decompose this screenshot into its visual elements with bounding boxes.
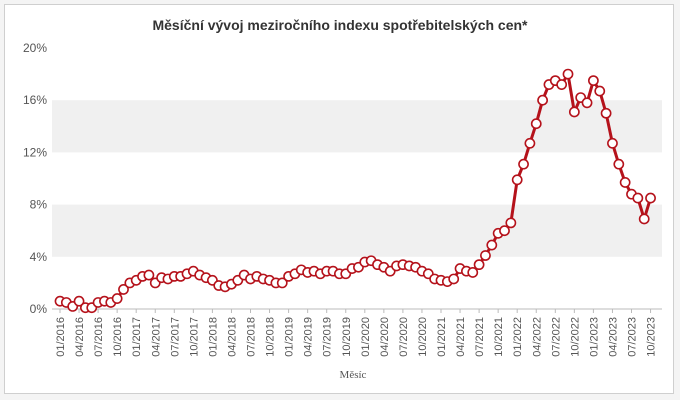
x-tick-label: 10/2019 xyxy=(341,317,353,357)
x-tick-label: 07/2017 xyxy=(169,317,181,357)
data-point xyxy=(607,137,618,149)
x-tick-label: 07/2022 xyxy=(550,317,562,357)
x-tick-label: 01/2016 xyxy=(55,317,67,357)
data-point xyxy=(499,225,510,237)
data-point xyxy=(619,177,631,188)
chart-container: Měsíční vývoj meziročního indexu spotřeb… xyxy=(4,4,674,394)
x-tick-label: 04/2018 xyxy=(226,317,238,357)
x-tick-label: 10/2022 xyxy=(569,317,581,357)
data-point xyxy=(467,267,479,278)
x-tick-label: 04/2016 xyxy=(74,317,86,357)
x-tick-label: 07/2016 xyxy=(93,317,105,357)
data-point xyxy=(632,192,644,204)
x-tick-label: 07/2018 xyxy=(246,317,258,357)
data-point xyxy=(600,107,612,119)
x-tick-label: 07/2023 xyxy=(627,317,639,357)
data-point xyxy=(486,239,498,251)
x-tick-label: 01/2020 xyxy=(360,317,372,357)
x-tick-label: 04/2021 xyxy=(455,317,467,357)
data-point xyxy=(448,273,460,285)
data-point xyxy=(524,137,536,149)
data-point xyxy=(511,174,523,186)
data-point xyxy=(111,293,123,304)
data-point xyxy=(518,158,529,170)
y-tick-label: 12% xyxy=(23,145,47,159)
x-tick-label: 10/2023 xyxy=(646,317,658,357)
y-axis: 0% 4% 8% 12% 16% 20% xyxy=(23,41,47,316)
x-tick-label: 10/2017 xyxy=(188,317,200,357)
background-bands xyxy=(52,100,662,257)
x-axis-label: Měsíc xyxy=(340,369,367,381)
data-point xyxy=(473,259,485,271)
data-point xyxy=(568,106,580,118)
data-point xyxy=(276,277,288,289)
data-point xyxy=(638,213,650,225)
data-point xyxy=(613,158,625,170)
data-point xyxy=(480,250,491,261)
y-tick-label: 0% xyxy=(30,302,48,316)
data-point xyxy=(73,295,85,307)
x-tick-label: 01/2018 xyxy=(207,317,219,357)
grid-band xyxy=(52,100,662,153)
grid-band xyxy=(52,204,662,257)
data-point xyxy=(594,85,606,97)
x-tick-label: 07/2020 xyxy=(398,317,410,357)
y-tick-label: 8% xyxy=(30,198,48,212)
x-tick-label: 04/2022 xyxy=(531,317,543,357)
data-point xyxy=(530,118,542,130)
x-tick-label: 07/2019 xyxy=(322,317,334,357)
x-tick-label: 04/2017 xyxy=(150,317,162,357)
x-tick-label: 04/2019 xyxy=(303,317,315,357)
data-point xyxy=(645,192,656,204)
x-tick-label: 07/2021 xyxy=(474,317,486,357)
data-point xyxy=(143,269,155,281)
x-tick-label: 01/2017 xyxy=(131,317,143,357)
x-tick-label: 01/2021 xyxy=(436,317,448,357)
data-point xyxy=(505,217,517,229)
y-tick-label: 4% xyxy=(30,250,48,264)
x-tick-label: 01/2022 xyxy=(512,317,524,357)
data-point xyxy=(537,94,548,106)
data-point xyxy=(556,79,568,90)
x-tick-label: 04/2020 xyxy=(379,317,391,357)
data-point xyxy=(581,97,593,109)
x-axis: 01/2016 04/2016 07/2016 10/2016 01/2017 04/20… xyxy=(55,309,658,357)
data-point xyxy=(562,68,574,80)
y-tick-label: 20% xyxy=(23,41,47,55)
x-tick-label: 01/2023 xyxy=(588,317,600,357)
data-point xyxy=(118,284,129,295)
x-tick-label: 10/2020 xyxy=(417,317,429,357)
data-point xyxy=(588,75,599,87)
x-tick-label: 01/2019 xyxy=(284,317,296,357)
x-tick-label: 04/2023 xyxy=(607,317,619,357)
chart-title: Měsíční vývoj meziročního indexu spotřeb… xyxy=(152,17,528,33)
y-tick-label: 16% xyxy=(23,93,47,107)
data-points xyxy=(54,68,656,314)
inflation-line-chart: Měsíční vývoj meziročního indexu spotřeb… xyxy=(23,17,662,381)
x-tick-label: 10/2021 xyxy=(493,317,505,357)
x-tick-label: 10/2016 xyxy=(112,317,124,357)
x-tick-label: 10/2018 xyxy=(265,317,277,357)
